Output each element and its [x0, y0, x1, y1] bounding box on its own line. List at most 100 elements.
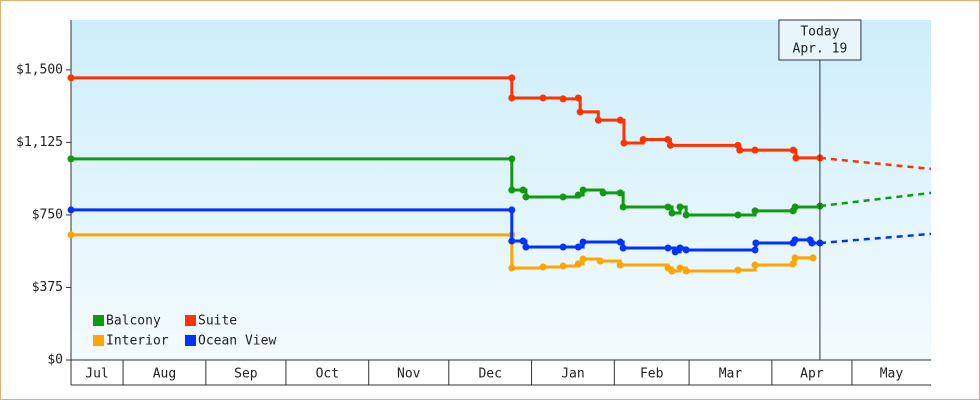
price-point — [664, 136, 672, 144]
forecast-line — [819, 156, 932, 171]
price-point — [808, 239, 816, 247]
price-point — [751, 146, 759, 154]
legend-swatch — [185, 335, 196, 346]
forecast-line — [819, 191, 932, 208]
x-tick-label: Nov — [397, 367, 421, 382]
price-point — [619, 203, 627, 211]
price-point — [791, 236, 799, 244]
price-point — [791, 203, 799, 211]
price-point — [616, 261, 624, 269]
legend-swatch — [93, 335, 104, 346]
price-point — [734, 266, 742, 274]
x-tick-label: Sep — [234, 367, 258, 382]
price-point — [676, 264, 684, 272]
x-tick-label: May — [880, 367, 904, 382]
y-tick-label: $0 — [47, 353, 63, 368]
price-point — [619, 244, 627, 252]
price-point — [508, 186, 516, 194]
x-tick-label: Oct — [316, 367, 339, 382]
x-tick-label: Jan — [561, 367, 584, 382]
price-point — [508, 237, 516, 245]
price-point — [734, 211, 742, 219]
x-tick-label: Feb — [640, 367, 664, 382]
price-point — [508, 94, 516, 102]
x-tick-label: Dec — [478, 367, 501, 382]
price-point — [67, 206, 75, 214]
price-point — [67, 74, 75, 82]
legend-swatch — [185, 315, 196, 326]
price-point — [579, 186, 587, 194]
price-point — [576, 108, 584, 116]
price-point — [596, 257, 604, 265]
price-point — [594, 116, 602, 124]
legend-label: Interior — [106, 334, 169, 349]
price-point — [752, 239, 760, 247]
price-point — [67, 231, 75, 239]
price-point — [579, 255, 587, 263]
today-box — [778, 19, 862, 61]
price-point — [809, 254, 817, 262]
price-point — [664, 203, 672, 211]
price-point — [508, 74, 516, 82]
price-point — [682, 246, 690, 254]
price-point — [559, 243, 567, 251]
price-point — [559, 193, 567, 201]
y-tick-label: $1,500 — [16, 62, 63, 77]
price-point — [639, 136, 647, 144]
price-point — [616, 116, 624, 124]
y-tick-label: $1,125 — [16, 135, 63, 150]
price-point — [559, 262, 567, 270]
today-label: Today — [800, 25, 839, 40]
price-point — [751, 261, 759, 269]
price-point — [599, 189, 607, 197]
legend-swatch — [93, 315, 104, 326]
price-point — [789, 260, 797, 268]
y-tick-label: $750 — [32, 207, 63, 222]
price-point — [539, 94, 547, 102]
price-point — [522, 243, 530, 251]
price-point — [676, 244, 684, 252]
price-point — [579, 238, 587, 246]
price-point — [574, 243, 582, 251]
price-point — [616, 189, 624, 197]
x-tick-label: Jul — [85, 367, 108, 382]
price-point — [751, 246, 759, 254]
price-point — [736, 146, 744, 154]
price-point — [559, 95, 567, 103]
price-point — [522, 193, 530, 201]
price-point — [751, 207, 759, 215]
legend-label: Ocean View — [198, 334, 276, 349]
x-tick-label: Aug — [153, 367, 176, 382]
price-point — [616, 238, 624, 246]
price-point — [519, 237, 527, 245]
price-point — [620, 139, 628, 147]
price-point — [668, 209, 676, 217]
price-point — [508, 206, 516, 214]
price-point — [682, 211, 690, 219]
price-point — [519, 186, 527, 194]
plot-area — [71, 20, 931, 360]
price-point — [671, 248, 679, 256]
price-point — [664, 244, 672, 252]
forecast-line — [819, 232, 932, 245]
legend-label: Balcony — [106, 314, 161, 329]
price-point — [668, 267, 676, 275]
price-point — [789, 146, 797, 154]
price-point — [508, 264, 516, 272]
x-tick-label: Mar — [719, 367, 743, 382]
price-point — [508, 155, 516, 163]
price-point — [682, 267, 690, 275]
price-point — [539, 263, 547, 271]
legend-label: Suite — [198, 314, 237, 329]
price-point — [676, 203, 684, 211]
price-point — [574, 191, 582, 199]
today-label: Apr. 19 — [793, 42, 848, 57]
y-tick-label: $375 — [32, 280, 63, 295]
price-point — [574, 260, 582, 268]
price-point — [792, 154, 800, 162]
x-tick-label: Apr — [800, 367, 824, 382]
price-point — [666, 141, 674, 149]
price-point — [574, 94, 582, 102]
price-point — [67, 155, 75, 163]
